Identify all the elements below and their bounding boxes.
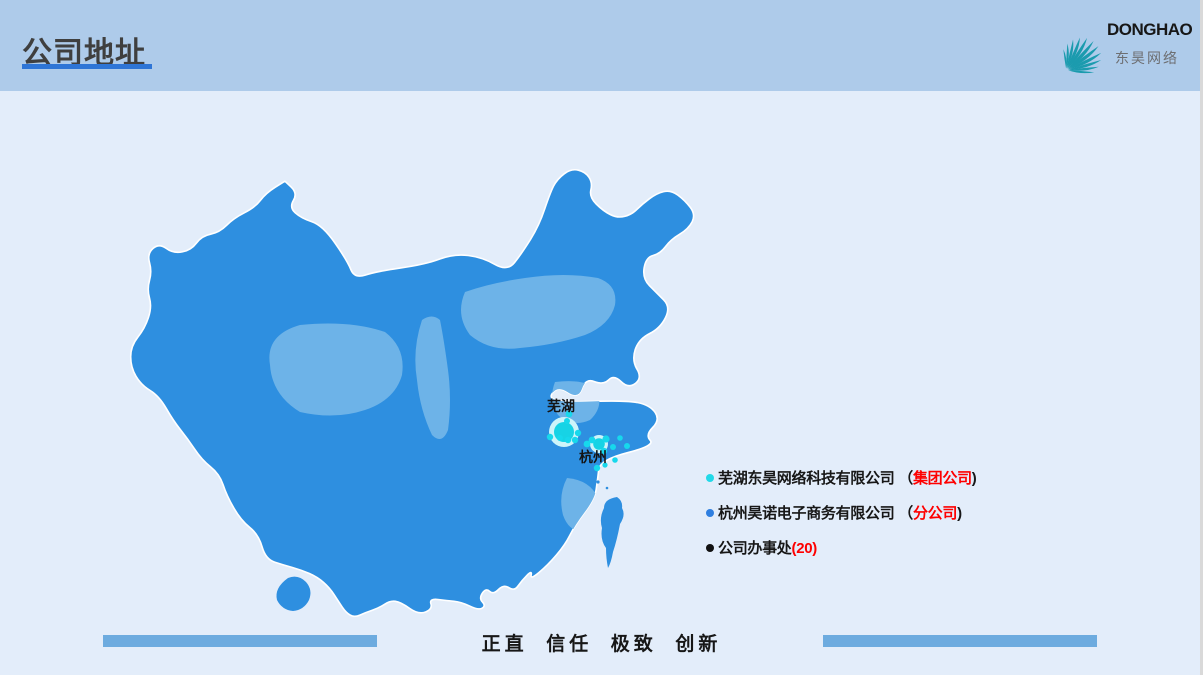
svg-text:杭州: 杭州 [579,449,607,465]
svg-text:芜湖: 芜湖 [547,398,575,414]
